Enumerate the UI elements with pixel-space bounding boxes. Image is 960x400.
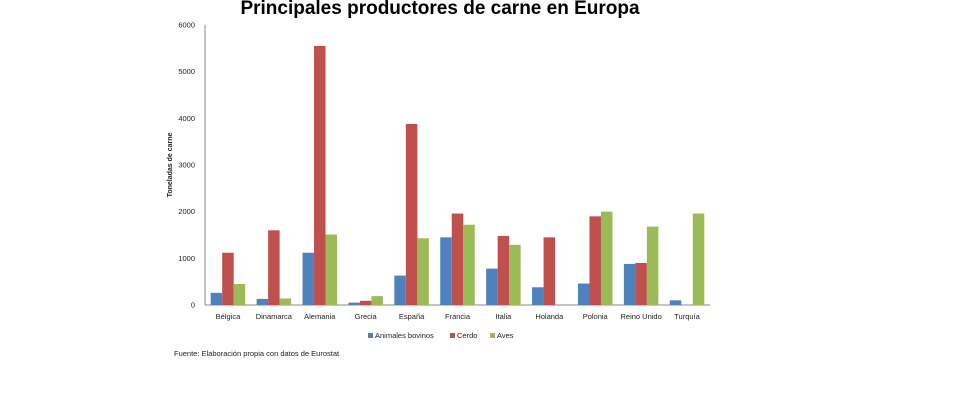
bar-animales-bovinos (532, 287, 544, 305)
x-tick-label: Polonia (583, 312, 609, 321)
bar-animales-bovinos (440, 237, 452, 305)
bar-animales-bovinos (623, 263, 636, 305)
legend-label: Aves (497, 331, 514, 340)
bar-aves (371, 296, 383, 305)
bar-animales-bovinos (669, 300, 682, 305)
bar-cerdo (497, 235, 510, 305)
x-tick-label: Bélgica (216, 312, 241, 321)
bar-cerdo (451, 213, 464, 305)
bar-cerdo (543, 237, 556, 305)
bar-animales-bovinos (577, 283, 590, 305)
bar-aves (692, 213, 705, 305)
bar-cerdo (405, 123, 418, 305)
bar-cerdo (314, 46, 326, 305)
bar-animales-bovinos (256, 298, 269, 305)
bar-animales-bovinos (486, 268, 498, 305)
bar-cerdo (222, 252, 234, 305)
bar-aves (509, 244, 521, 305)
bar-cerdo (268, 230, 280, 305)
x-ticks: Bélgica Dinamarca Alemania Grecia España Fran… (216, 312, 701, 321)
bar-aves (325, 234, 338, 305)
x-tick-label: Italia (495, 312, 512, 321)
bar-aves (417, 238, 429, 305)
legend: Animales bovinos Cerdo Aves (368, 331, 514, 340)
y-ticks: 0 1000 2000 3000 4000 5000 6000 (178, 21, 195, 310)
bar-cerdo (589, 216, 601, 305)
legend-label: Animales bovinos (375, 331, 434, 340)
x-tick-label: Alemania (304, 312, 336, 321)
bar-animales-bovinos (302, 252, 315, 305)
x-tick-label: Grecia (355, 312, 378, 321)
source-note: Fuente: Elaboración propia con datos de … (174, 349, 340, 358)
chart-title: Principales productores de carne en Euro… (240, 0, 640, 19)
x-tick-label: Turquía (674, 312, 700, 321)
bar-aves (646, 226, 659, 305)
legend-swatch (490, 333, 495, 338)
y-tick-label: 4000 (178, 114, 195, 123)
y-tick-label: 0 (191, 301, 195, 310)
x-tick-label: Reino Unido (620, 312, 661, 321)
bar-animales-bovinos (348, 302, 360, 305)
bar-cerdo (359, 300, 372, 305)
y-tick-label: 5000 (178, 67, 195, 76)
bar-cerdo (635, 263, 647, 305)
legend-label: Cerdo (457, 331, 477, 340)
bar-aves (233, 284, 246, 305)
x-tick-label: Holanda (535, 312, 564, 321)
bar-animales-bovinos (394, 275, 406, 305)
y-axis-label: Toneladas de carne (167, 132, 174, 197)
bars (210, 46, 705, 305)
bar-aves (463, 224, 475, 305)
legend-swatch (450, 333, 455, 338)
bar-animales-bovinos (210, 292, 223, 305)
bar-aves (600, 211, 613, 305)
y-tick-label: 1000 (178, 254, 195, 263)
y-tick-label: 2000 (178, 207, 195, 216)
y-tick-label: 6000 (178, 21, 195, 30)
bar-aves (279, 298, 292, 305)
y-tick-label: 3000 (178, 161, 195, 170)
x-tick-label: España (399, 312, 425, 321)
legend-swatch (368, 333, 373, 338)
x-tick-label: Francia (445, 312, 471, 321)
x-tick-label: Dinamarca (256, 312, 293, 321)
